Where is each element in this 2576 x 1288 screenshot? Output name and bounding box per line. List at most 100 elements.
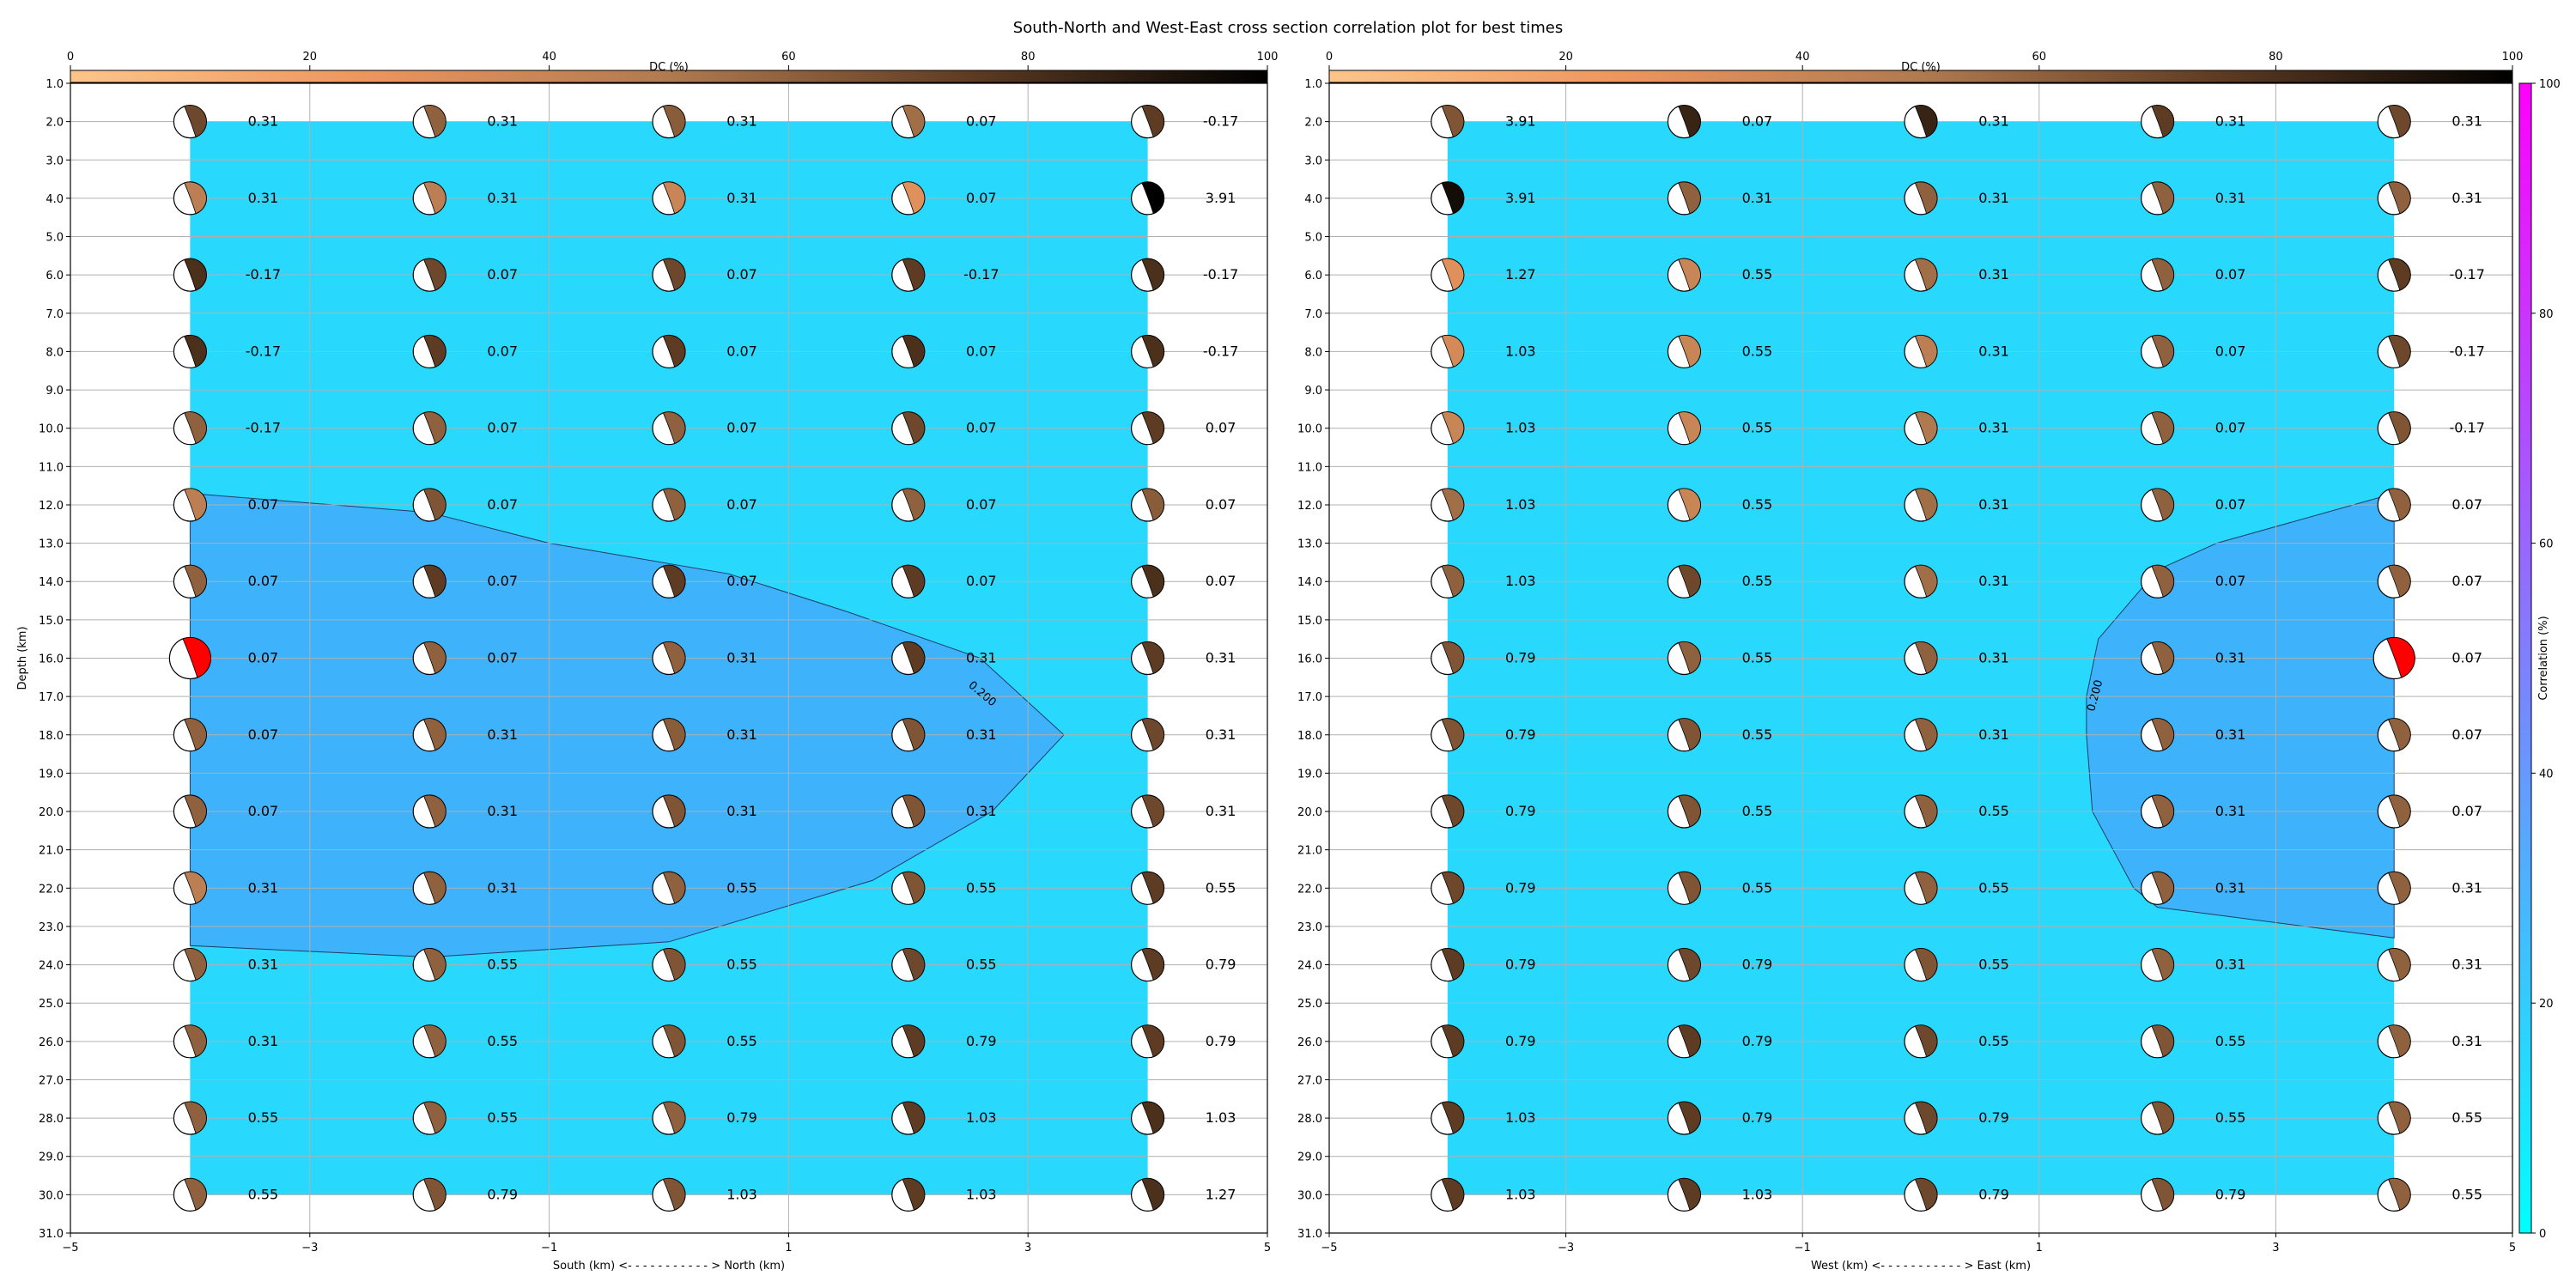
beachball-quadrant — [184, 1177, 207, 1211]
y-tick-label: 19.0 — [1297, 768, 1322, 781]
correlation-value-label: 0.07 — [2451, 650, 2482, 666]
correlation-value-label: -0.17 — [1203, 113, 1238, 130]
beachball — [891, 871, 926, 905]
correlation-value-label: 0.07 — [1206, 573, 1236, 589]
beachball-quadrant — [2388, 794, 2411, 828]
x-axis-label: West (km) <- - - - - - - - - - - > East … — [1811, 1260, 2031, 1273]
beachball — [1667, 947, 1702, 982]
dc-colorbar-tick-label: 80 — [2269, 51, 2283, 64]
beachball — [1431, 105, 1465, 139]
beachball-quadrant — [662, 258, 686, 291]
beachball — [1130, 1101, 1165, 1135]
beachball-quadrant — [423, 718, 447, 751]
correlation-value-label: -0.17 — [1203, 266, 1238, 283]
beachball — [652, 641, 686, 676]
correlation-value-label: 0.07 — [966, 190, 997, 206]
beachball-quadrant — [182, 637, 211, 678]
beachball — [2377, 718, 2411, 752]
beachball — [1904, 105, 1938, 139]
correlation-value-label: 0.79 — [1505, 726, 1536, 743]
beachball-quadrant — [1141, 181, 1164, 215]
beachball — [1130, 1024, 1165, 1059]
beachball-quadrant — [1441, 488, 1465, 521]
correlation-value-label: 0.79 — [1206, 957, 1236, 973]
dc-colorbar-tick-label: 0 — [67, 51, 74, 64]
beachball-quadrant — [1678, 794, 1701, 828]
y-axis-label: Depth (km) — [16, 626, 29, 690]
beachball — [1130, 258, 1165, 292]
correlation-value-label: -0.17 — [2449, 266, 2484, 283]
beachball — [1667, 1024, 1702, 1059]
beachball — [2377, 1101, 2411, 1135]
beachball-quadrant — [902, 334, 926, 368]
beachball-quadrant — [1914, 105, 1938, 138]
beachball-quadrant — [184, 564, 207, 598]
y-tick-label: 16.0 — [39, 653, 64, 666]
y-tick-label: 28.0 — [39, 1113, 64, 1126]
beachball — [412, 871, 447, 905]
beachball — [1431, 1177, 1465, 1212]
beachball — [1667, 334, 1702, 369]
correlation-value-label: 0.79 — [1505, 1033, 1536, 1049]
beachball — [1904, 411, 1938, 446]
beachball-quadrant — [662, 1177, 686, 1211]
beachball — [891, 1024, 926, 1059]
correlation-value-label: 0.07 — [487, 650, 518, 666]
y-tick-label: 24.0 — [1297, 960, 1322, 973]
x-axis-label: South (km) <- - - - - - - - - - - > Nort… — [553, 1260, 785, 1273]
beachball-quadrant — [1678, 411, 1701, 445]
correlation-value-label: 0.31 — [1978, 266, 2009, 283]
beachball — [1130, 181, 1165, 216]
beachball-quadrant — [1441, 258, 1465, 291]
correlation-value-label: 1.03 — [1505, 496, 1536, 513]
beachball — [2141, 258, 2175, 292]
beachball — [173, 947, 207, 982]
beachball-quadrant — [1914, 948, 1938, 981]
x-tick-label: 3 — [2272, 1242, 2279, 1255]
dc-colorbar-tick-label: 40 — [542, 51, 556, 64]
beachball — [412, 1024, 447, 1059]
correlation-value-label: 1.03 — [1505, 420, 1536, 436]
y-tick-label: 31.0 — [1297, 1228, 1322, 1241]
correlation-value-label: 0.31 — [1206, 726, 1236, 743]
beachball — [2141, 334, 2175, 369]
correlation-value-label: 0.07 — [726, 496, 757, 513]
beachball-quadrant — [662, 181, 686, 215]
correlation-value-label: 0.55 — [966, 879, 997, 896]
correlation-value-label: 0.07 — [726, 266, 757, 283]
correlation-value-label: 0.31 — [1978, 190, 2009, 206]
beachball-quadrant — [662, 794, 686, 828]
beachball — [1667, 871, 1702, 905]
correlation-value-label: 0.31 — [966, 726, 997, 743]
correlation-value-label: 0.31 — [2215, 957, 2246, 973]
y-tick-label: 9.0 — [46, 385, 64, 398]
y-tick-label: 26.0 — [1297, 1036, 1322, 1049]
correlation-value-label: 1.03 — [966, 1109, 997, 1126]
beachball-quadrant — [1678, 334, 1701, 368]
correlation-value-label: 0.79 — [1742, 957, 1773, 973]
correlation-value-label: 0.55 — [2215, 1033, 2246, 1049]
correlation-value-label: 1.03 — [1505, 573, 1536, 589]
beachball — [1431, 871, 1465, 905]
beachball-quadrant — [902, 948, 926, 981]
beachball — [412, 258, 447, 292]
correlation-value-label: 0.31 — [487, 726, 518, 743]
beachball-quadrant — [423, 411, 447, 445]
beachball — [2377, 1024, 2411, 1059]
beachball-quadrant — [423, 181, 447, 215]
correlation-value-label: 0.55 — [487, 1109, 518, 1126]
beachball — [652, 488, 686, 522]
beachball-quadrant — [2151, 105, 2174, 138]
correlation-value-label: 0.07 — [487, 420, 518, 436]
correlation-colorbar-bar — [2518, 82, 2532, 1234]
correlation-value-label: 0.31 — [2215, 726, 2246, 743]
correlation-value-label: 1.27 — [1505, 266, 1536, 283]
correlation-value-label: 0.31 — [1206, 650, 1236, 666]
correlation-value-label: 0.31 — [2451, 190, 2482, 206]
correlation-value-label: 0.07 — [487, 266, 518, 283]
beachball — [1130, 488, 1165, 522]
beachball — [1904, 1177, 1938, 1212]
correlation-value-label: 0.07 — [2451, 726, 2482, 743]
dc-colorbar-tick-label: 20 — [303, 51, 318, 64]
dc-colorbar-tick-label: 100 — [1257, 51, 1279, 64]
